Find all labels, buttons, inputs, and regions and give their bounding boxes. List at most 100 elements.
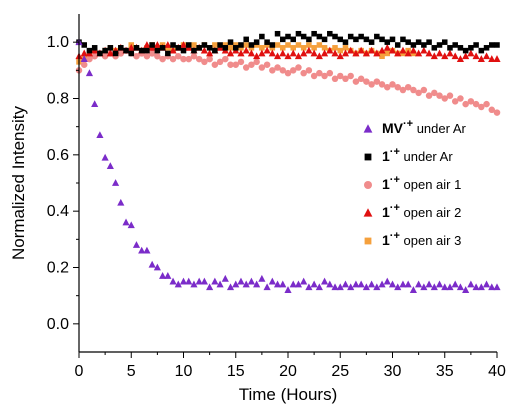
data-point: [295, 42, 302, 48]
data-point: [321, 36, 328, 43]
data-point: [226, 49, 235, 57]
data-point: [206, 55, 213, 63]
data-point: [138, 47, 145, 54]
data-point: [221, 274, 229, 282]
data-point: [409, 46, 417, 54]
data-point: [347, 283, 355, 291]
data-point: [347, 72, 354, 80]
data-point: [306, 36, 312, 43]
data-point: [326, 69, 334, 77]
y-tick-label: 0.0: [47, 316, 69, 333]
data-point: [378, 280, 386, 288]
data-point: [280, 36, 286, 43]
data-point: [284, 52, 292, 60]
data-point: [143, 53, 151, 60]
data-point: [394, 42, 401, 48]
data-point: [337, 36, 344, 43]
data-point: [264, 39, 270, 45]
data-point: [206, 45, 213, 51]
data-point: [321, 45, 328, 51]
data-point: [247, 49, 255, 57]
data-point: [441, 95, 448, 102]
data-point: [295, 64, 302, 71]
data-point: [332, 45, 338, 51]
data-point: [431, 89, 438, 97]
data-point: [452, 42, 458, 48]
data-point: [289, 49, 297, 57]
data-point: [321, 72, 328, 80]
data-point: [227, 39, 234, 45]
y-tick-label: 0.8: [47, 91, 69, 108]
data-point: [273, 52, 282, 60]
data-point: [341, 280, 350, 288]
data-point: [456, 55, 464, 62]
legend: MV·+ under Ar1·+ under Ar1·+ open air 11…: [363, 118, 467, 248]
data-point: [107, 45, 114, 51]
data-point: [473, 42, 479, 48]
data-point: [441, 52, 449, 60]
data-point: [373, 283, 381, 291]
data-point: [128, 50, 135, 57]
data-point: [379, 36, 385, 43]
data-point: [451, 280, 459, 288]
data-point: [363, 36, 370, 43]
data-point: [435, 280, 444, 288]
data-point: [436, 92, 443, 99]
data-point: [327, 30, 333, 37]
data-point: [467, 280, 475, 288]
data-point: [358, 33, 364, 40]
data-point: [430, 283, 438, 291]
data-point: [201, 58, 208, 66]
data-point: [97, 50, 103, 57]
data-point: [311, 45, 317, 51]
data-point: [405, 39, 411, 45]
data-point: [159, 55, 166, 63]
data-point: [316, 33, 323, 40]
data-point: [488, 106, 496, 114]
data-point: [269, 42, 276, 48]
data-point: [216, 58, 224, 66]
data-point: [206, 49, 214, 57]
data-point: [341, 49, 350, 57]
data-point: [373, 49, 381, 57]
data-point: [342, 75, 349, 83]
data-point: [263, 46, 271, 54]
data-point: [446, 283, 454, 291]
data-point: [222, 55, 229, 63]
legend-label: 1·+ open air 2: [382, 202, 461, 220]
data-point: [216, 280, 224, 288]
data-point: [274, 30, 281, 37]
axes: 0 5 10 15 20 25 30 35 40 0.0 0.2 0.4 0.6 0.8 1.0: [47, 14, 506, 380]
data-point: [248, 61, 255, 68]
legend-label: MV·+ under Ar: [382, 118, 467, 136]
legend-label-sup: ·+: [390, 202, 400, 214]
data-point: [102, 47, 108, 54]
data-point: [279, 280, 287, 288]
data-point: [81, 42, 87, 48]
data-point: [368, 39, 375, 45]
data-point: [196, 45, 202, 51]
data-point: [415, 49, 423, 57]
data-point: [425, 49, 433, 57]
data-point: [368, 280, 376, 288]
data-point: [269, 67, 276, 74]
data-point: [232, 45, 239, 51]
legend-label-main: 1: [382, 204, 390, 220]
data-point: [122, 218, 130, 226]
data-point: [426, 39, 432, 45]
legend-label-main: 1: [382, 176, 390, 192]
data-point: [179, 277, 188, 285]
data-point: [242, 280, 250, 288]
data-point: [404, 83, 412, 91]
data-point: [337, 72, 344, 80]
legend-label-main: MV: [382, 120, 404, 136]
plot-area: [75, 30, 501, 293]
data-point: [493, 109, 501, 116]
legend-marker: [364, 181, 372, 189]
data-point: [258, 49, 266, 57]
data-point: [101, 53, 109, 60]
data-point: [404, 280, 412, 288]
legend-label-sup: ·+: [390, 146, 400, 158]
data-point: [211, 61, 219, 68]
